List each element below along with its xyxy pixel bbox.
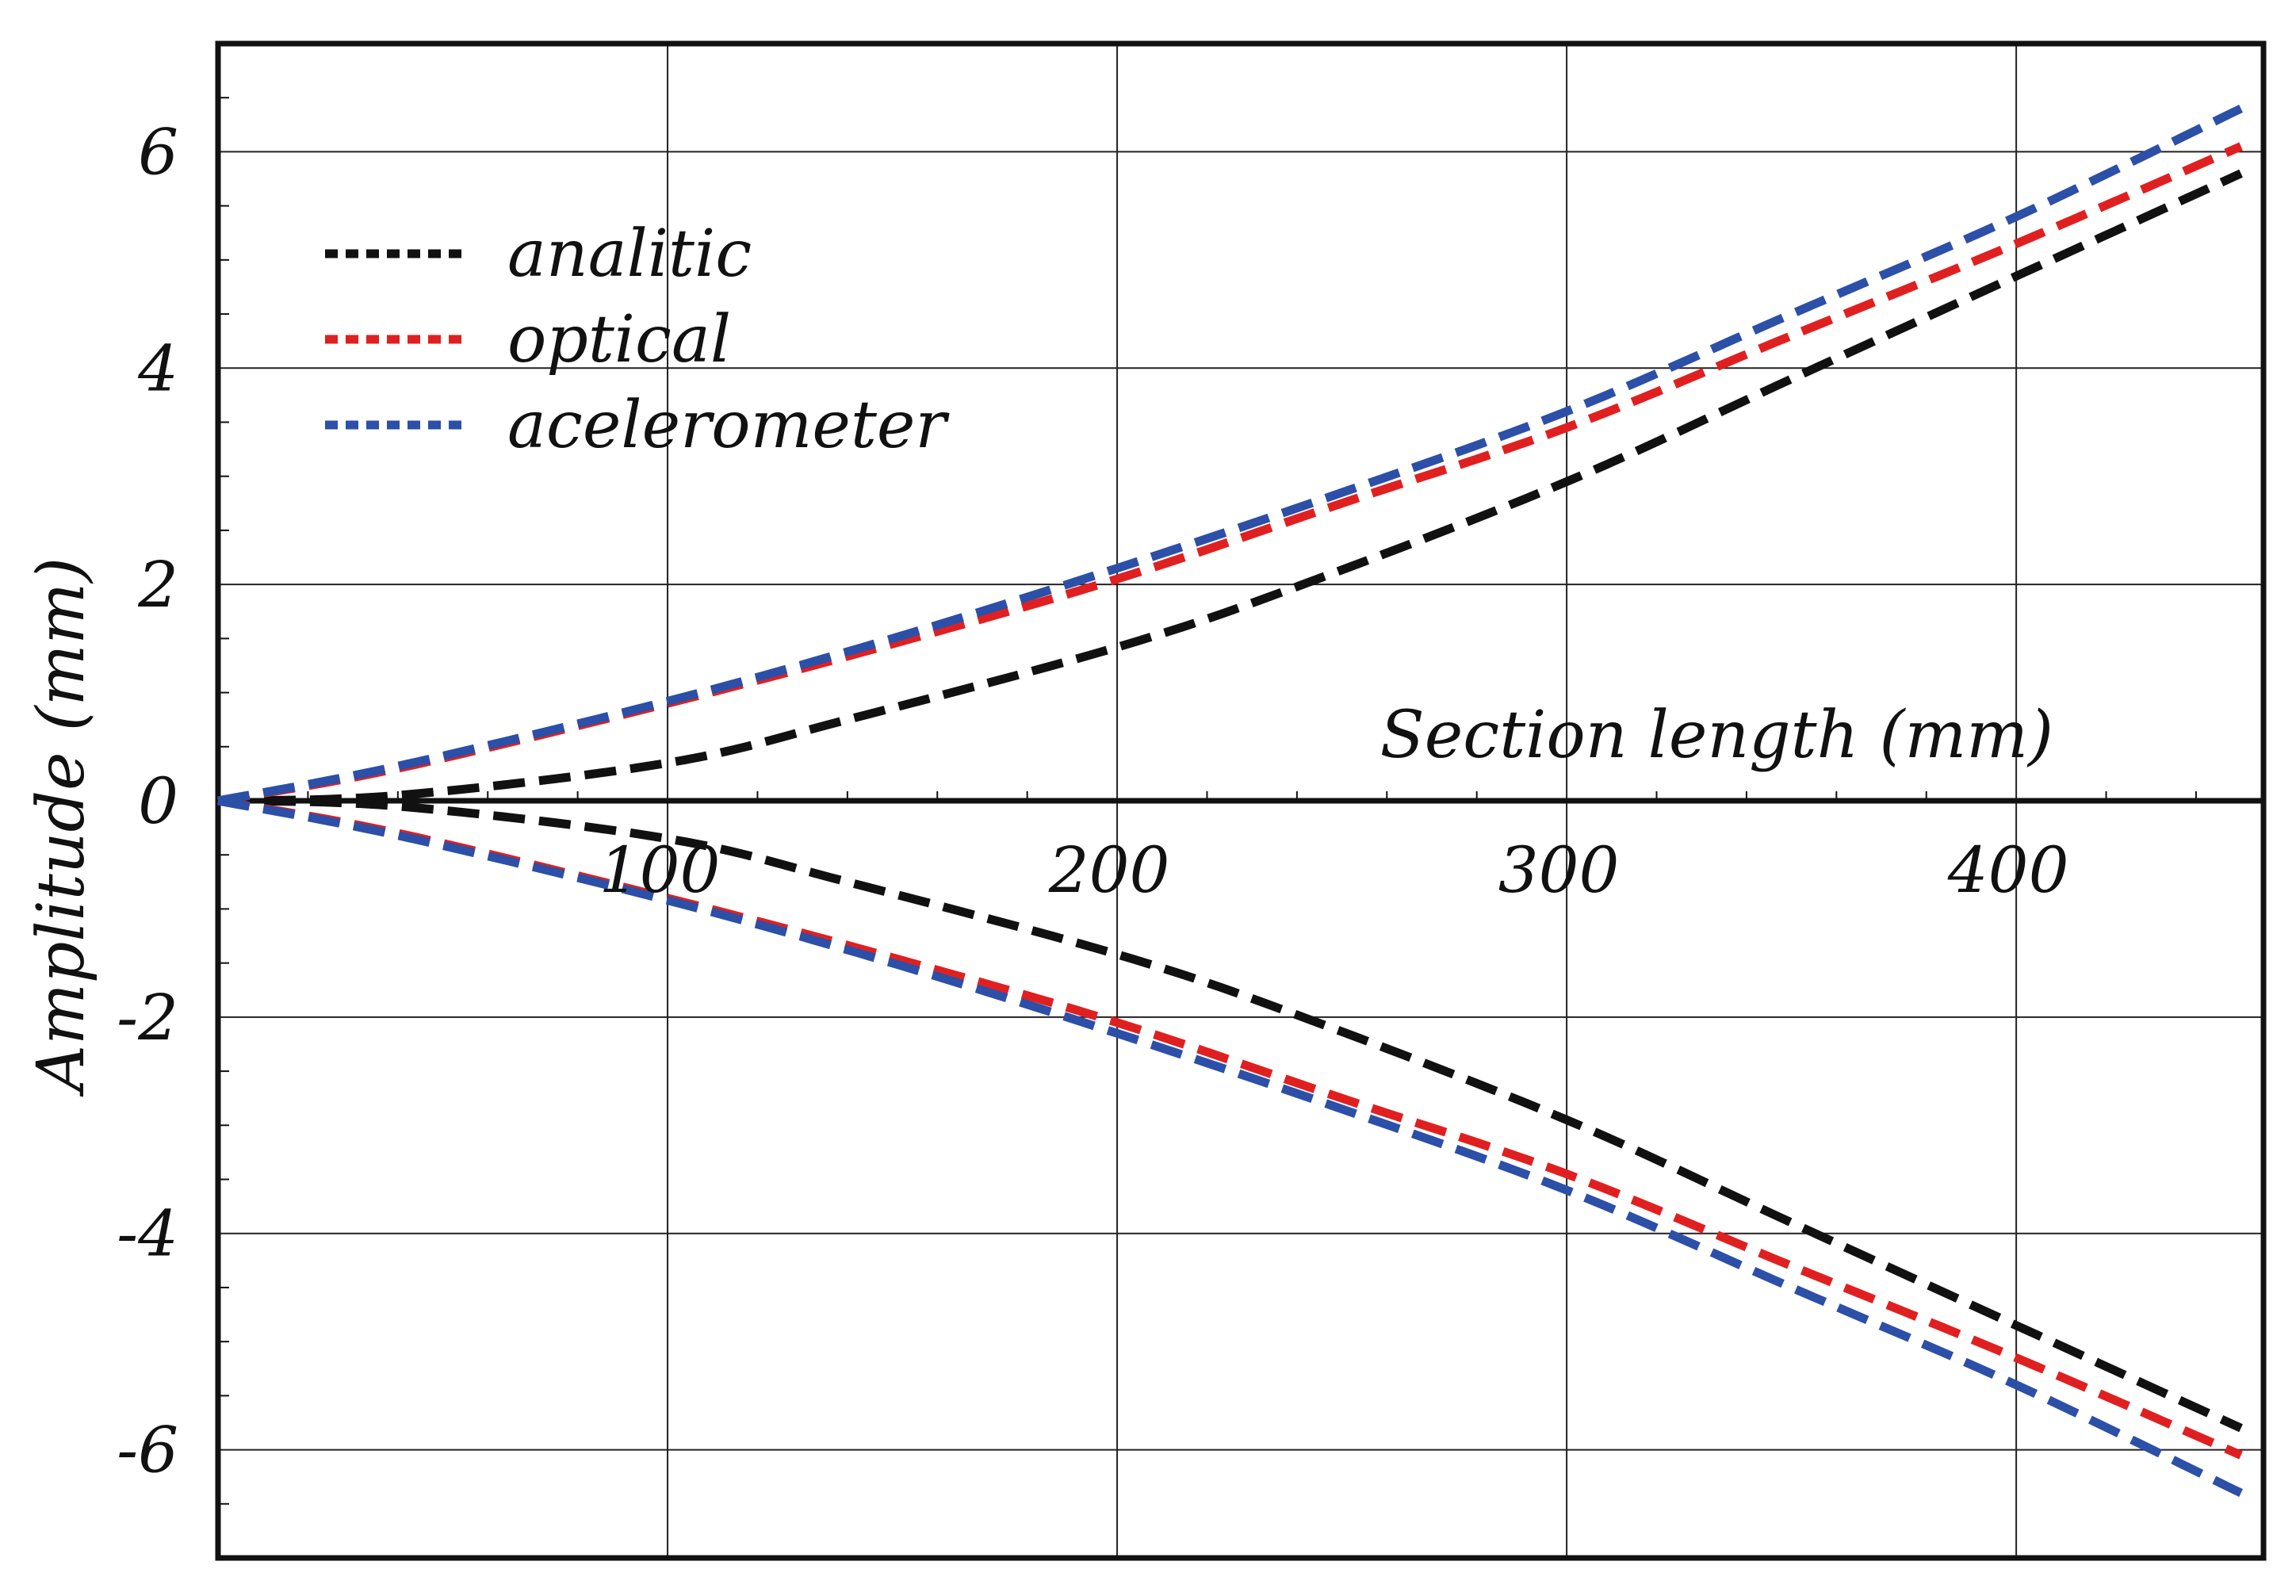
x-axis-label: Section length (mm) [1380,698,2053,773]
series-acelerometer [216,104,2243,1498]
tick-labels: 100 200 300 400 -6 -4 -2 0 2 4 6 [117,115,2068,1487]
y-tick-label: 0 [138,764,178,838]
x-tick-label: 300 [1498,833,1620,907]
series-line-lower [216,796,2243,1498]
y-tick-label: -6 [117,1414,178,1487]
x-tick-label: 400 [1947,833,2069,907]
legend-label: optical [507,302,731,377]
y-tick-label: 6 [138,115,178,189]
series-line-upper [217,169,2243,806]
y-tick-label: 2 [137,548,178,622]
y-tick-label: -2 [117,981,178,1054]
series-optical [217,142,2243,1460]
legend: analitic optical acelerometer [325,216,950,463]
series-lines [216,104,2243,1498]
series-line-upper [217,142,2243,806]
series-line-upper [216,104,2243,806]
series-line-lower [217,796,2243,1433]
legend-label: analitic [507,216,752,292]
series-analitic [217,169,2243,1433]
legend-label: acelerometer [507,388,950,463]
y-tick-label: -4 [117,1197,178,1271]
y-tick-label: 4 [137,331,178,405]
grid-lines [218,44,2263,1558]
y-axis-label: Amplitude (mm) [24,557,99,1097]
x-tick-label: 200 [1048,833,1170,907]
x-tick-label: 100 [599,833,721,907]
series-line-lower [217,796,2243,1460]
